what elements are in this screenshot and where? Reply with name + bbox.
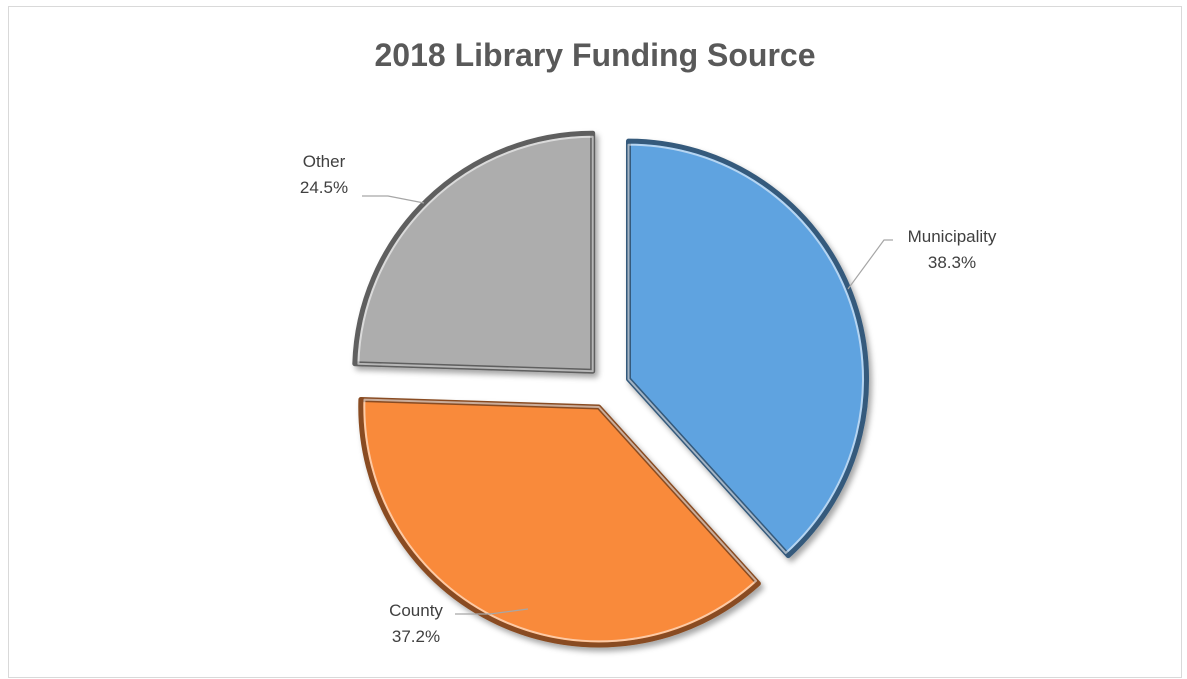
pie-slice-municipality [626, 138, 869, 559]
data-label-percent: 24.5% [300, 178, 348, 197]
leader-lines [362, 195, 893, 615]
pie-slice-county [358, 397, 761, 648]
chart-title: 2018 Library Funding Source [374, 37, 816, 73]
data-label-category: Municipality [908, 227, 997, 246]
data-label-percent: 37.2% [392, 627, 440, 646]
pie-slice-other [352, 130, 596, 374]
data-label-percent: 38.3% [928, 253, 976, 272]
data-labels: Municipality 38.3% County 37.2% Other 24.5% [300, 152, 997, 646]
leader-line-other [362, 195, 425, 204]
pie-slice-other-bevel [357, 135, 594, 373]
leader-line-municipality [847, 239, 893, 290]
pie-slice-county-bevel [363, 398, 757, 643]
leader-line-county [455, 608, 529, 615]
pie-slice-municipality-bevel [627, 143, 864, 554]
pie-slices [352, 130, 869, 648]
data-label-category: County [389, 601, 443, 620]
data-label-category: Other [303, 152, 346, 171]
